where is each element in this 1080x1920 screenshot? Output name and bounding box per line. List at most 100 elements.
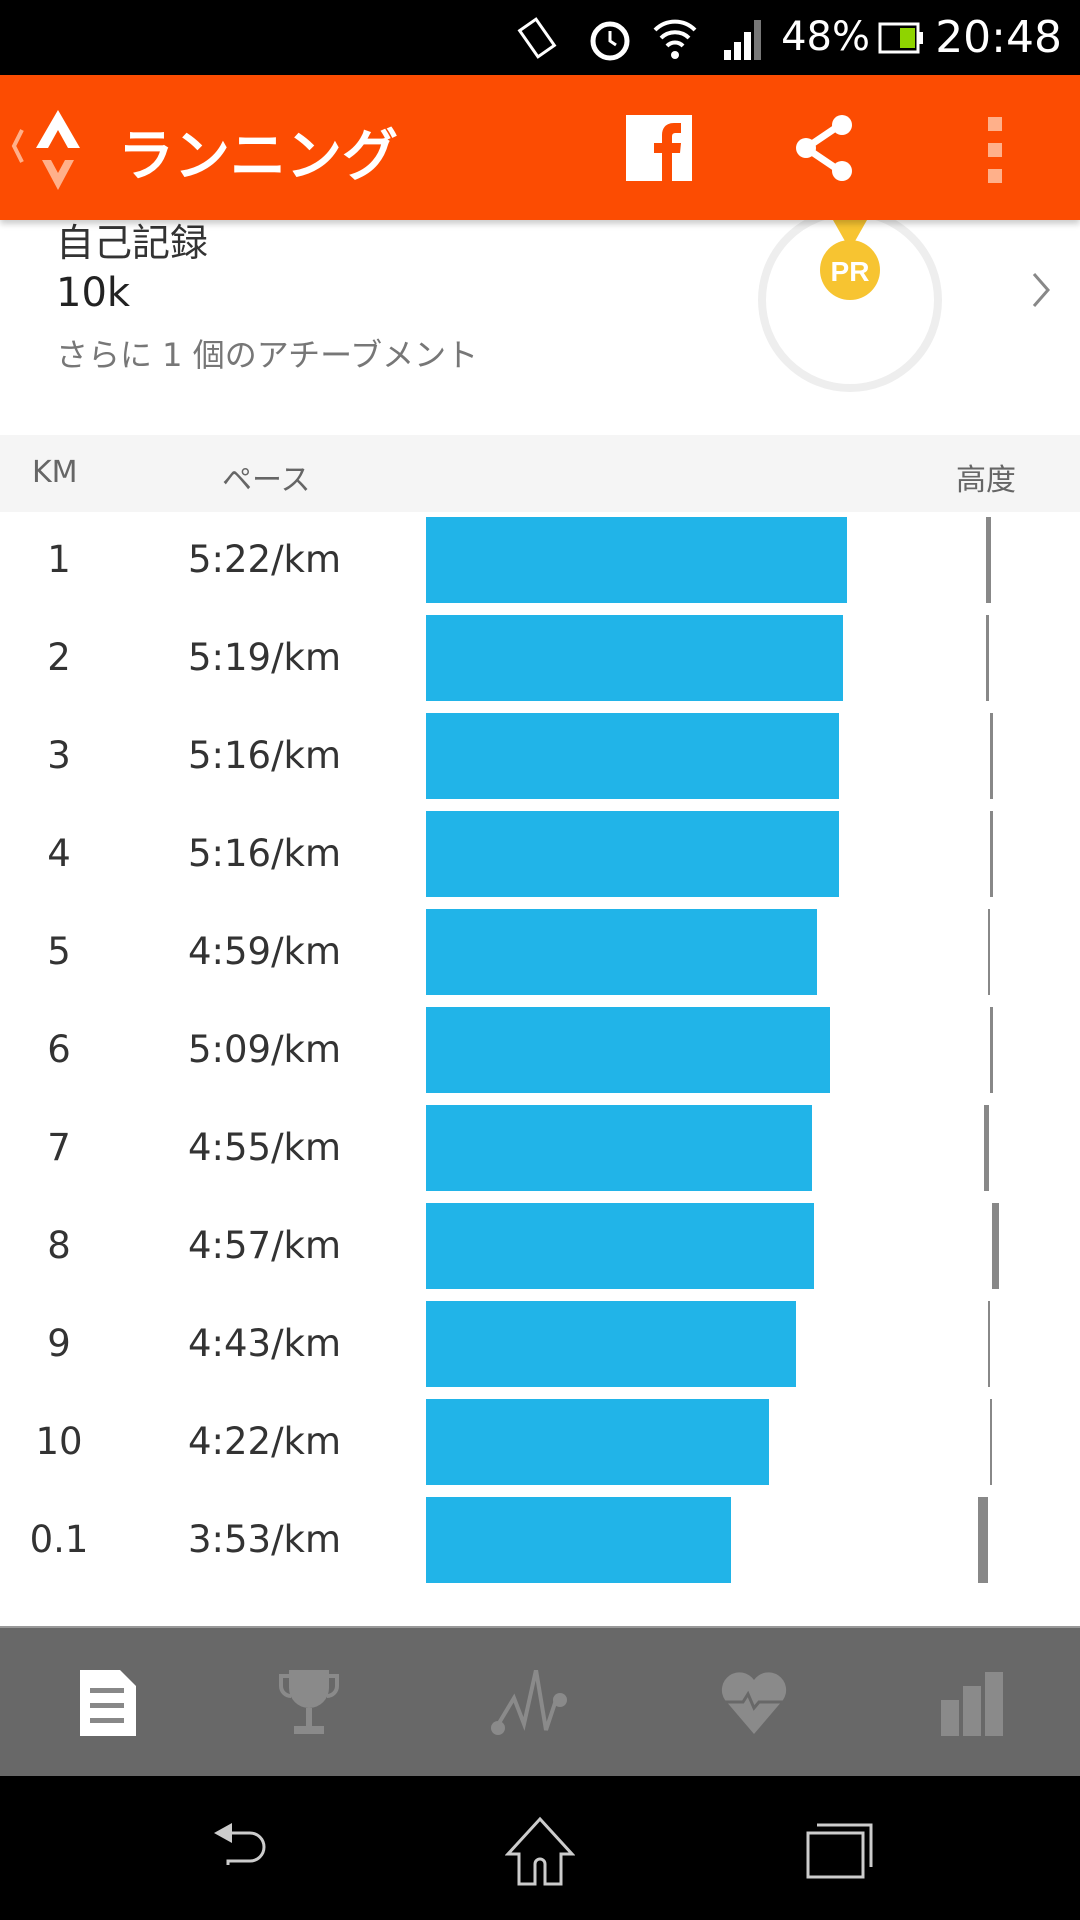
achievement-title: 自己記録 xyxy=(56,221,209,265)
tab-achievements[interactable] xyxy=(201,1628,417,1778)
pace-bar xyxy=(426,713,839,799)
header-elevation: 高度 xyxy=(956,463,1016,498)
elevation-mark xyxy=(988,1301,990,1387)
split-pace: 4:43/km xyxy=(188,1322,342,1365)
split-row: 10 4:22/km xyxy=(0,1396,1080,1494)
pace-bar xyxy=(426,811,839,897)
strava-logo xyxy=(11,110,80,190)
pace-bar xyxy=(426,1007,830,1093)
battery-icon xyxy=(878,22,923,54)
pr-medal-icon: PR xyxy=(758,208,942,392)
elevation-mark xyxy=(984,1105,989,1191)
split-row: 4 5:16/km xyxy=(0,808,1080,906)
heart-rate-icon xyxy=(721,1672,787,1734)
split-km: 8 xyxy=(47,1224,71,1267)
split-pace: 4:59/km xyxy=(188,930,342,973)
app-bar: ランニング xyxy=(0,75,1080,220)
split-row: 5 4:59/km xyxy=(0,906,1080,1004)
split-km: 10 xyxy=(35,1420,83,1463)
split-row: 8 4:57/km xyxy=(0,1200,1080,1298)
home-icon xyxy=(505,1816,575,1886)
pace-bar xyxy=(426,517,847,603)
split-pace: 5:16/km xyxy=(188,832,342,875)
back-icon xyxy=(214,1823,266,1865)
vibrate-icon xyxy=(517,17,557,59)
split-km: 4 xyxy=(47,832,71,875)
signal-icon xyxy=(724,20,761,60)
split-km: 1 xyxy=(47,538,71,581)
elevation-mark xyxy=(978,1497,988,1583)
elevation-mark xyxy=(988,909,990,995)
split-pace: 5:09/km xyxy=(188,1028,342,1071)
battery-percent: 48% xyxy=(781,14,870,60)
overflow-menu-icon xyxy=(988,117,1002,183)
achievement-subtitle: さらに 1 個のアチーブメント xyxy=(56,336,479,374)
alarm-icon xyxy=(590,21,630,61)
split-pace: 4:22/km xyxy=(188,1420,342,1463)
split-row: 2 5:19/km xyxy=(0,612,1080,710)
elevation-mark xyxy=(990,713,993,799)
split-pace: 3:53/km xyxy=(188,1518,342,1561)
split-row: 1 5:22/km xyxy=(0,514,1080,612)
split-row: 6 5:09/km xyxy=(0,1004,1080,1102)
tab-stats[interactable] xyxy=(864,1628,1080,1778)
split-pace: 4:55/km xyxy=(188,1126,342,1169)
achievement-row[interactable]: 自己記録 10k さらに 1 個のアチーブメント PR xyxy=(0,208,1080,435)
trophy-icon xyxy=(279,1670,339,1734)
split-row: 9 4:43/km xyxy=(0,1298,1080,1396)
elevation-mark xyxy=(992,1203,999,1289)
tab-analysis[interactable] xyxy=(422,1628,638,1778)
overflow-menu-button[interactable] xyxy=(976,117,1016,183)
split-km: 0.1 xyxy=(29,1518,89,1561)
nav-back-button[interactable] xyxy=(193,1806,293,1896)
tab-heart-rate[interactable] xyxy=(646,1628,862,1778)
recents-icon xyxy=(806,1823,873,1879)
clock: 20:48 xyxy=(935,12,1062,63)
facebook-button[interactable] xyxy=(626,115,692,181)
split-row: 7 4:55/km xyxy=(0,1102,1080,1200)
split-pace: 4:57/km xyxy=(188,1224,342,1267)
nav-home-button[interactable] xyxy=(490,1806,590,1896)
pace-bar xyxy=(426,1203,814,1289)
back-button[interactable] xyxy=(8,100,113,195)
achievement-distance: 10k xyxy=(56,270,131,316)
split-pace: 5:16/km xyxy=(188,734,342,777)
wifi-icon xyxy=(653,19,697,59)
pace-bar xyxy=(426,615,843,701)
split-km: 9 xyxy=(47,1322,71,1365)
elevation-mark xyxy=(986,615,989,701)
facebook-icon xyxy=(654,123,681,181)
status-bar: 48% 20:48 xyxy=(0,0,1080,75)
app-title: ランニング xyxy=(118,124,398,189)
split-pace: 5:22/km xyxy=(188,538,342,581)
elevation-mark xyxy=(990,1007,993,1093)
tab-overview[interactable] xyxy=(0,1628,216,1778)
share-icon xyxy=(796,115,852,181)
pr-badge-text: PR xyxy=(831,256,870,287)
share-button[interactable] xyxy=(790,113,860,183)
system-nav-bar xyxy=(0,1776,1080,1920)
splits-header: KM ペース 高度 xyxy=(0,435,1080,512)
pace-bar xyxy=(426,1301,796,1387)
split-row: 3 5:16/km xyxy=(0,710,1080,808)
split-km: 3 xyxy=(47,734,71,777)
nav-recents-button[interactable] xyxy=(790,1806,890,1896)
split-km: 7 xyxy=(47,1126,71,1169)
overview-icon xyxy=(80,1670,136,1736)
elevation-mark xyxy=(986,517,991,603)
split-km: 5 xyxy=(47,930,71,973)
pace-bar xyxy=(426,1105,812,1191)
chevron-right-icon xyxy=(1032,273,1050,307)
elevation-mark xyxy=(990,1399,992,1485)
stats-icon xyxy=(941,1672,1003,1736)
split-km: 2 xyxy=(47,636,71,679)
analysis-icon xyxy=(491,1670,567,1735)
bottom-tab-bar xyxy=(0,1626,1080,1776)
pace-bar xyxy=(426,1497,731,1583)
split-pace: 5:19/km xyxy=(188,636,342,679)
pace-bar xyxy=(426,909,817,995)
split-km: 6 xyxy=(47,1028,71,1071)
pace-bar xyxy=(426,1399,769,1485)
elevation-mark xyxy=(990,811,993,897)
split-row: 0.1 3:53/km xyxy=(0,1494,1080,1592)
